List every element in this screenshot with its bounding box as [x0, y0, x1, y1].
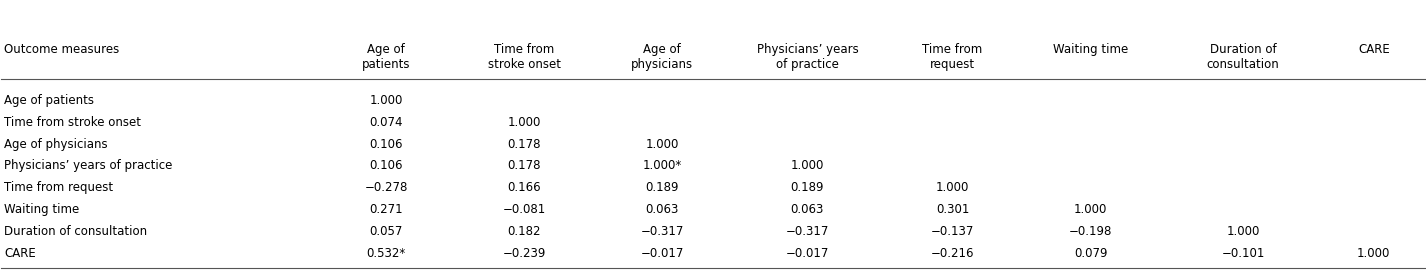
- Text: 0.079: 0.079: [1074, 247, 1108, 260]
- Text: −0.081: −0.081: [502, 203, 546, 216]
- Text: Outcome measures: Outcome measures: [4, 43, 120, 56]
- Text: Waiting time: Waiting time: [4, 203, 80, 216]
- Text: −0.278: −0.278: [365, 181, 408, 194]
- Text: Duration of
consultation: Duration of consultation: [1206, 43, 1279, 71]
- Text: 1.000: 1.000: [1226, 225, 1259, 238]
- Text: −0.216: −0.216: [931, 247, 974, 260]
- Text: 1.000: 1.000: [935, 181, 970, 194]
- Text: −0.017: −0.017: [786, 247, 829, 260]
- Text: 0.301: 0.301: [935, 203, 970, 216]
- Text: 0.106: 0.106: [369, 159, 404, 172]
- Text: 0.166: 0.166: [508, 181, 540, 194]
- Text: Age of
patients: Age of patients: [362, 43, 411, 71]
- Text: −0.239: −0.239: [502, 247, 546, 260]
- Text: −0.317: −0.317: [786, 225, 829, 238]
- Text: 0.189: 0.189: [646, 181, 679, 194]
- Text: Duration of consultation: Duration of consultation: [4, 225, 147, 238]
- Text: −0.017: −0.017: [640, 247, 684, 260]
- Text: 0.182: 0.182: [508, 225, 540, 238]
- Text: 1.000: 1.000: [646, 138, 679, 151]
- Text: Physicians’ years of practice: Physicians’ years of practice: [4, 159, 173, 172]
- Text: 0.057: 0.057: [369, 225, 404, 238]
- Text: Physicians’ years
of practice: Physicians’ years of practice: [757, 43, 858, 71]
- Text: −0.198: −0.198: [1070, 225, 1112, 238]
- Text: Age of patients: Age of patients: [4, 94, 94, 107]
- Text: 1.000: 1.000: [508, 116, 540, 129]
- Text: Time from stroke onset: Time from stroke onset: [4, 116, 141, 129]
- Text: 1.000: 1.000: [790, 159, 824, 172]
- Text: 0.532*: 0.532*: [366, 247, 406, 260]
- Text: 0.106: 0.106: [369, 138, 404, 151]
- Text: Time from
stroke onset: Time from stroke onset: [488, 43, 560, 71]
- Text: Age of physicians: Age of physicians: [4, 138, 108, 151]
- Text: CARE: CARE: [1358, 43, 1390, 56]
- Text: 1.000: 1.000: [1358, 247, 1390, 260]
- Text: 0.063: 0.063: [790, 203, 824, 216]
- Text: −0.137: −0.137: [931, 225, 974, 238]
- Text: 1.000: 1.000: [1074, 203, 1107, 216]
- Text: CARE: CARE: [4, 247, 36, 260]
- Text: Time from
request: Time from request: [923, 43, 983, 71]
- Text: 0.063: 0.063: [646, 203, 679, 216]
- Text: 0.178: 0.178: [508, 138, 540, 151]
- Text: 0.189: 0.189: [790, 181, 824, 194]
- Text: 0.178: 0.178: [508, 159, 540, 172]
- Text: −0.317: −0.317: [640, 225, 684, 238]
- Text: 1.000*: 1.000*: [643, 159, 682, 172]
- Text: Time from request: Time from request: [4, 181, 113, 194]
- Text: −0.101: −0.101: [1222, 247, 1265, 260]
- Text: 0.074: 0.074: [369, 116, 404, 129]
- Text: Age of
physicians: Age of physicians: [632, 43, 693, 71]
- Text: 0.271: 0.271: [369, 203, 404, 216]
- Text: Waiting time: Waiting time: [1052, 43, 1128, 56]
- Text: 1.000: 1.000: [369, 94, 404, 107]
